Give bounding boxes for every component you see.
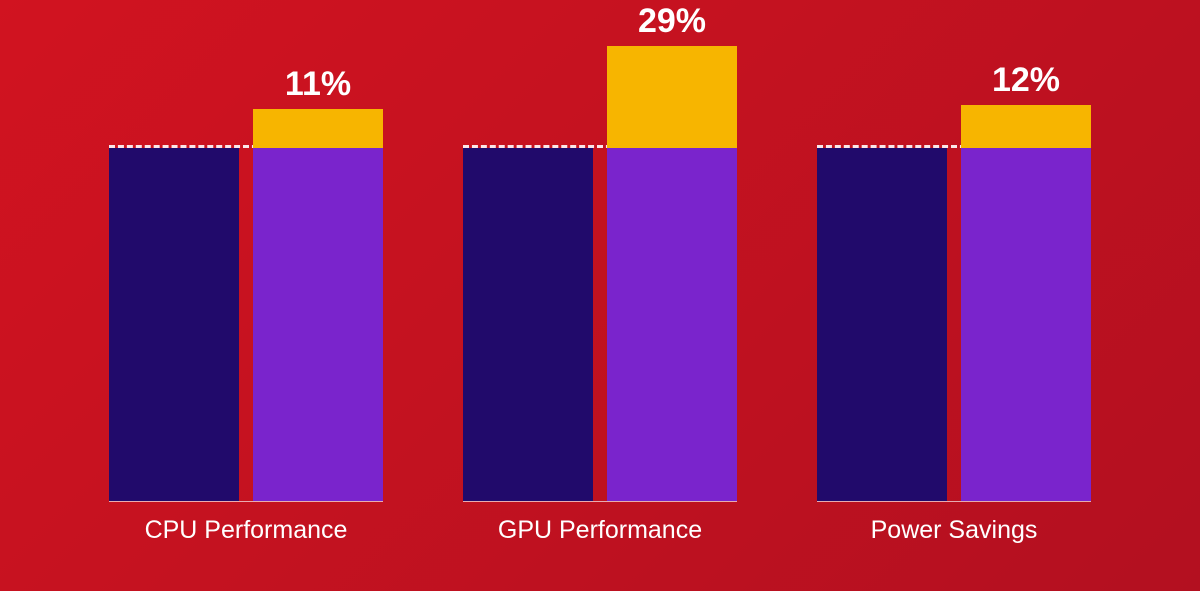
bars-wrap: 11% [109,47,383,502]
bar-main [961,148,1091,501]
bar-group: 29% GPU Performance [463,47,737,545]
bar-cap [253,109,383,148]
improvement-value-label: 29% [607,2,737,41]
bar-group: 12% Power Savings [817,47,1091,545]
bar-main [607,148,737,501]
category-label: Power Savings [871,516,1038,545]
bar-improved: 29% [607,46,737,501]
bar-baseline [109,148,239,501]
category-label: CPU Performance [145,516,348,545]
bars-wrap: 29% [463,47,737,502]
bar-main [253,148,383,501]
bar-main [463,148,593,501]
improvement-value-label: 11% [253,65,383,104]
category-label: GPU Performance [498,516,702,545]
bar-cap [607,46,737,148]
bar-baseline [463,148,593,501]
performance-bar-chart: 11% CPU Performance 29% GPU Performance … [109,47,1091,545]
bar-group: 11% CPU Performance [109,47,383,545]
bar-improved: 11% [253,109,383,501]
bars-wrap: 12% [817,47,1091,502]
bar-baseline [817,148,947,501]
bar-cap [961,105,1091,147]
bar-main [109,148,239,501]
bar-main [817,148,947,501]
bar-improved: 12% [961,105,1091,500]
improvement-value-label: 12% [961,61,1091,100]
